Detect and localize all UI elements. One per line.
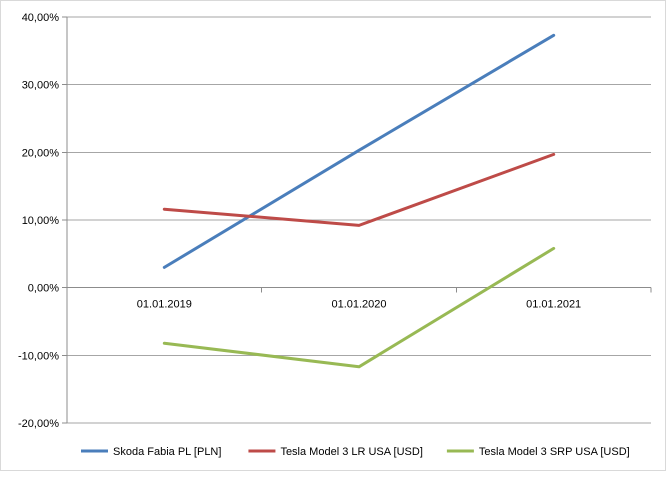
series-line-2 bbox=[162, 152, 556, 227]
y-axis-ticks: 40,00% 30,00% 20,00% 10,00% 0,00% -10,00% -20,… bbox=[18, 12, 59, 430]
y-tick-label: -10,00% bbox=[18, 350, 59, 362]
x-axis-labels: 01.01.2019 01.01.2020 01.01.2021 bbox=[137, 299, 581, 311]
legend-label: Tesla Model 3 LR USA [USD] bbox=[280, 446, 422, 458]
legend: Skoda Fabia PL [PLN] Tesla Model 3 LR USA… bbox=[81, 446, 630, 458]
legend-label: Skoda Fabia PL [PLN] bbox=[113, 446, 221, 458]
y-tick-label: 40,00% bbox=[22, 12, 60, 24]
x-tick-label: 01.01.2020 bbox=[331, 299, 386, 311]
series-lines bbox=[162, 33, 556, 369]
series-line-1 bbox=[162, 33, 556, 269]
gridlines bbox=[62, 16, 652, 424]
y-tick-label: 0,00% bbox=[28, 283, 59, 295]
y-tick-label: -20,00% bbox=[18, 418, 59, 430]
y-tick-label: 10,00% bbox=[22, 215, 60, 227]
legend-label: Tesla Model 3 SRP USA [USD] bbox=[479, 446, 630, 458]
x-tick-label: 01.01.2021 bbox=[526, 299, 581, 311]
x-tick-label: 01.01.2019 bbox=[137, 299, 192, 311]
y-tick-label: 20,00% bbox=[22, 147, 60, 159]
y-tick-label: 30,00% bbox=[22, 80, 60, 92]
series-line-3 bbox=[162, 246, 556, 369]
